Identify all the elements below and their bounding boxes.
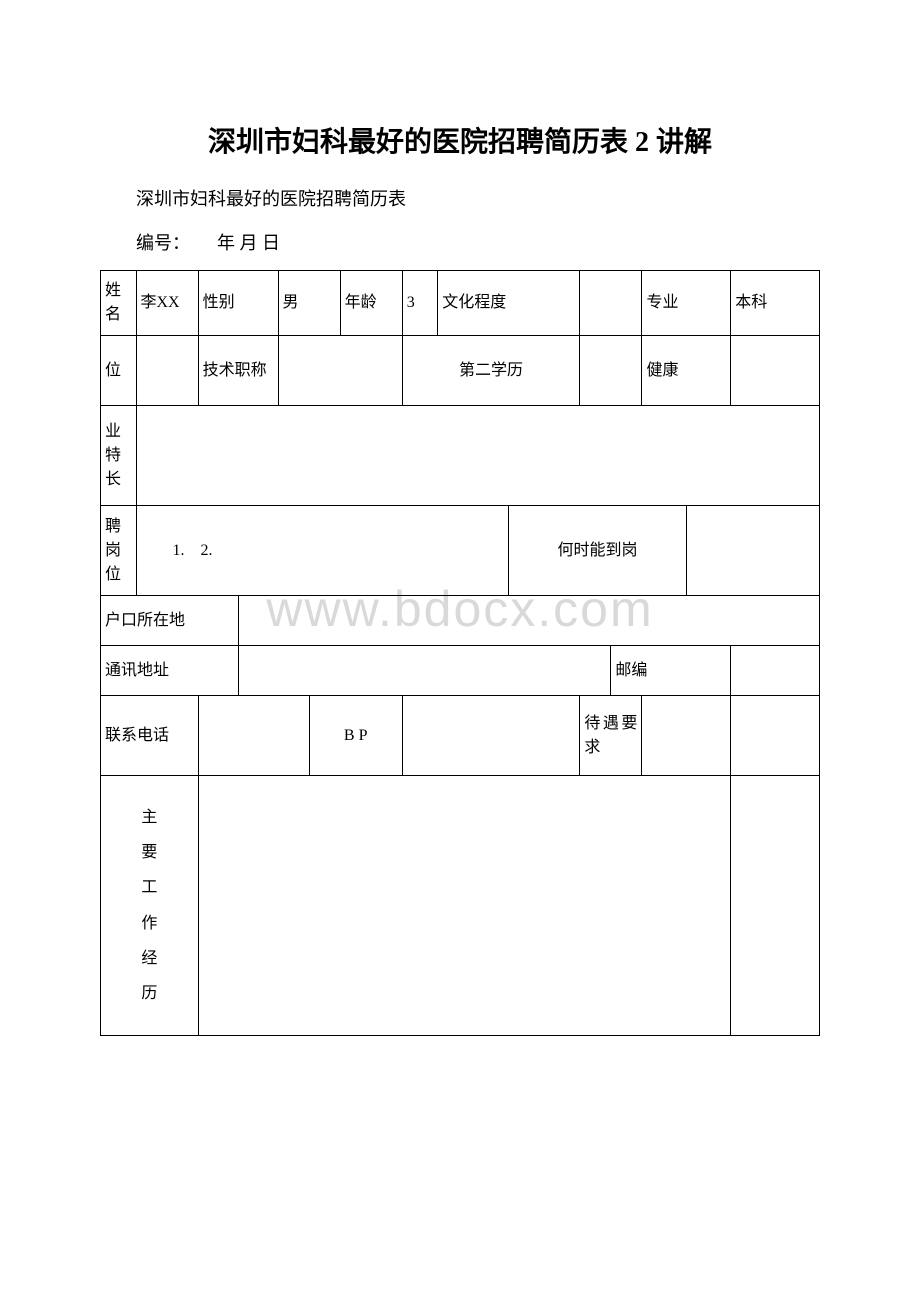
cell-name-label: 姓名	[101, 271, 137, 336]
cell-arrive-label: 何时能到岗	[509, 506, 687, 596]
cell-phone-value	[198, 696, 309, 776]
cell-addr-value	[238, 646, 611, 696]
cell-health-label: 健康	[642, 336, 731, 406]
document-content: 深圳市妇科最好的医院招聘简历表 2 讲解 深圳市妇科最好的医院招聘简历表 编号：…	[100, 120, 820, 1036]
document-subtitle: 深圳市妇科最好的医院招聘简历表	[100, 185, 820, 211]
cell-skill-label: 业特长	[101, 406, 137, 506]
cell-gender-label: 性别	[198, 271, 278, 336]
cell-skill-value	[136, 406, 820, 506]
cell-edu-label: 文化程度	[438, 271, 580, 336]
cell-exp-label: 主要工作经历	[101, 776, 199, 1036]
cell-arrive-value	[686, 506, 819, 596]
cell-bp-value	[402, 696, 580, 776]
table-row: 位 技术职称 第二学历 健康	[101, 336, 820, 406]
cell-salary-extra	[731, 696, 820, 776]
cell-hukou-label: 户口所在地	[101, 596, 239, 646]
cell-techtitle-label: 技术职称	[198, 336, 278, 406]
cell-age-label: 年龄	[340, 271, 402, 336]
cell-major-label: 专业	[642, 271, 731, 336]
cell-edu-value	[580, 271, 642, 336]
cell-zip-label: 邮编	[611, 646, 731, 696]
cell-name-value: 李XX	[136, 271, 198, 336]
cell-exp-extra	[731, 776, 820, 1036]
table-row: 通讯地址 邮编	[101, 646, 820, 696]
cell-unit-label: 位	[101, 336, 137, 406]
cell-unit-value	[136, 336, 198, 406]
cell-phone-label: 联系电话	[101, 696, 199, 776]
cell-techtitle-value	[278, 336, 402, 406]
cell-edu2-value	[580, 336, 642, 406]
cell-hukou-value	[238, 596, 819, 646]
table-row: 联系电话 B P 待遇要求	[101, 696, 820, 776]
cell-gender-value: 男	[278, 271, 340, 336]
cell-salary-label: 待遇要求	[580, 696, 642, 776]
cell-age-value: 3	[402, 271, 438, 336]
table-row: 业特长	[101, 406, 820, 506]
cell-edu2-label: 第二学历	[402, 336, 580, 406]
cell-addr-label: 通讯地址	[101, 646, 239, 696]
resume-table: 姓名 李XX 性别 男 年龄 3 文化程度 专业 本科 位 技术职称 第二学历 …	[100, 270, 820, 1036]
document-title: 深圳市妇科最好的医院招聘简历表 2 讲解	[100, 120, 820, 160]
table-row: 户口所在地	[101, 596, 820, 646]
table-row: 主要工作经历	[101, 776, 820, 1036]
cell-zip-value	[731, 646, 820, 696]
cell-post-value: 1. 2.	[136, 506, 509, 596]
table-row: 聘岗位 1. 2. 何时能到岗	[101, 506, 820, 596]
table-row: 姓名 李XX 性别 男 年龄 3 文化程度 专业 本科	[101, 271, 820, 336]
cell-bp-label: B P	[309, 696, 402, 776]
cell-health-value	[731, 336, 820, 406]
cell-major-value: 本科	[731, 271, 820, 336]
document-meta: 编号： 年 月 日	[100, 229, 820, 255]
cell-salary-value	[642, 696, 731, 776]
cell-post-label: 聘岗位	[101, 506, 137, 596]
cell-exp-value	[198, 776, 731, 1036]
